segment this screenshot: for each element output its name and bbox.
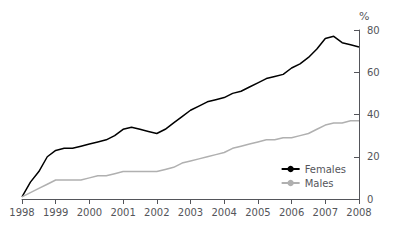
svg-text:%: %	[359, 10, 369, 23]
svg-text:0: 0	[367, 194, 373, 205]
svg-text:2004: 2004	[211, 207, 236, 218]
svg-text:40: 40	[367, 109, 380, 120]
svg-text:Females: Females	[305, 164, 346, 175]
svg-text:1999: 1999	[43, 207, 68, 218]
svg-text:80: 80	[367, 25, 380, 36]
svg-text:2007: 2007	[313, 207, 338, 218]
svg-text:2008: 2008	[346, 207, 371, 218]
svg-text:Males: Males	[305, 178, 334, 189]
svg-text:2002: 2002	[144, 207, 169, 218]
svg-text:2005: 2005	[245, 207, 270, 218]
svg-text:2006: 2006	[279, 207, 304, 218]
svg-text:2001: 2001	[110, 207, 135, 218]
svg-text:1998: 1998	[9, 207, 34, 218]
svg-text:60: 60	[367, 67, 380, 78]
svg-text:20: 20	[367, 151, 380, 162]
svg-text:2003: 2003	[178, 207, 203, 218]
svg-text:2000: 2000	[77, 207, 102, 218]
